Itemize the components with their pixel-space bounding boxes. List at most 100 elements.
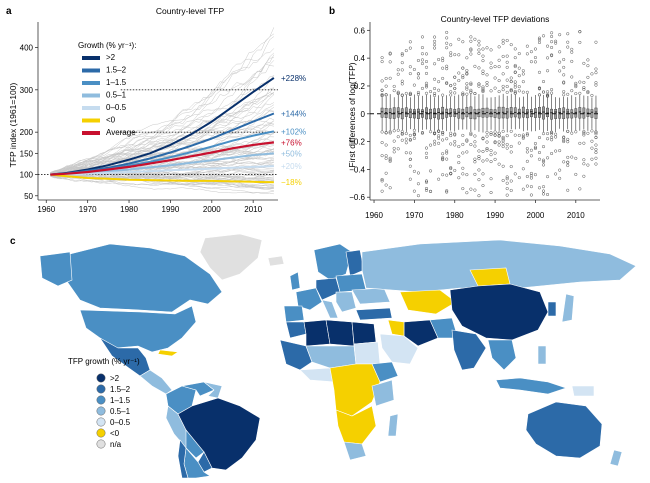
outlier-point bbox=[562, 81, 566, 85]
map-legend-label: 0.5–1 bbox=[110, 407, 131, 416]
outlier-point bbox=[473, 160, 477, 164]
outlier-point bbox=[497, 143, 501, 147]
outlier-point bbox=[586, 75, 590, 79]
country-central-america bbox=[139, 369, 173, 395]
box-iqr bbox=[396, 107, 400, 118]
outlier-point bbox=[473, 188, 477, 192]
outlier-point bbox=[445, 36, 449, 40]
outlier-point bbox=[424, 146, 429, 150]
outlier-point bbox=[489, 89, 493, 93]
legend-a-label: Average bbox=[106, 128, 136, 137]
outlier-point bbox=[489, 131, 493, 135]
outlier-point bbox=[420, 46, 425, 50]
outlier-point bbox=[537, 86, 542, 90]
box-iqr bbox=[574, 108, 578, 118]
outlier-point bbox=[441, 93, 445, 97]
legend-a-swatch bbox=[82, 118, 100, 123]
country-japan bbox=[561, 293, 575, 323]
outlier-point bbox=[541, 158, 546, 162]
country-line bbox=[50, 173, 274, 179]
outlier-point bbox=[525, 147, 529, 151]
outlier-point bbox=[473, 172, 477, 176]
series-line-0 bbox=[50, 77, 275, 176]
outlier-point bbox=[400, 138, 404, 142]
outlier-point bbox=[380, 88, 384, 92]
country-west-africa bbox=[279, 339, 313, 371]
outlier-point bbox=[424, 71, 429, 75]
outlier-point bbox=[533, 47, 537, 51]
outlier-point bbox=[453, 133, 457, 137]
outlier-point bbox=[441, 76, 445, 80]
chart-b-y-tick-label: −0.2 bbox=[349, 138, 365, 147]
outlier-point bbox=[505, 193, 509, 197]
outlier-point bbox=[586, 91, 590, 95]
outlier-point bbox=[590, 139, 594, 143]
outlier-point bbox=[533, 141, 537, 146]
outlier-point bbox=[529, 154, 533, 158]
outlier-point bbox=[441, 158, 445, 162]
outlier-point bbox=[521, 187, 525, 191]
outlier-point bbox=[477, 154, 481, 159]
series-line-4 bbox=[50, 165, 274, 176]
map-legend-label: n/a bbox=[110, 440, 122, 449]
legend-a-title: Growth (% yr⁻¹): bbox=[78, 41, 136, 50]
outlier-point bbox=[465, 92, 469, 96]
outlier-point bbox=[590, 93, 594, 98]
outlier-point bbox=[433, 77, 437, 81]
outlier-point bbox=[525, 52, 529, 56]
outlier-point bbox=[433, 43, 437, 47]
outlier-point bbox=[437, 136, 441, 140]
outlier-point bbox=[453, 82, 457, 86]
outlier-point bbox=[404, 151, 408, 155]
outlier-point bbox=[545, 44, 550, 48]
outlier-point bbox=[594, 130, 598, 134]
series-line-6 bbox=[50, 141, 275, 176]
box-iqr bbox=[493, 109, 497, 118]
outlier-point bbox=[541, 145, 546, 149]
outlier-point bbox=[513, 80, 517, 84]
chart-a-x-tick-label: 1970 bbox=[79, 205, 97, 214]
outlier-point bbox=[465, 173, 469, 177]
outlier-point bbox=[558, 50, 562, 54]
outlier-point bbox=[578, 187, 582, 191]
outlier-point bbox=[408, 151, 412, 155]
outlier-point bbox=[441, 56, 445, 60]
outlier-point bbox=[509, 43, 513, 47]
outlier-point bbox=[481, 90, 485, 94]
outlier-point bbox=[457, 53, 461, 57]
outlier-point bbox=[493, 76, 497, 80]
outlier-point bbox=[485, 83, 489, 87]
outlier-point bbox=[525, 159, 529, 163]
chart-b-x-tick-label: 1970 bbox=[405, 211, 423, 220]
outlier-point bbox=[509, 179, 513, 183]
outlier-point bbox=[489, 66, 493, 70]
outlier-point bbox=[428, 130, 433, 134]
country-madagascar bbox=[387, 413, 399, 437]
tfp-boxplot-chart: b Country-level TFP deviations First dif… bbox=[329, 6, 600, 220]
outlier-point bbox=[489, 190, 493, 195]
country-algeria bbox=[303, 319, 331, 347]
outlier-point bbox=[445, 81, 449, 85]
outlier-point bbox=[501, 41, 505, 45]
outlier-point bbox=[404, 141, 408, 145]
outlier-point bbox=[566, 140, 570, 144]
outlier-point bbox=[408, 177, 412, 181]
outlier-point bbox=[545, 90, 550, 94]
outlier-point bbox=[392, 150, 396, 154]
outlier-point bbox=[461, 66, 465, 70]
outlier-point bbox=[400, 52, 404, 56]
outlier-point bbox=[461, 166, 465, 170]
outlier-point bbox=[380, 56, 384, 60]
outlier-point bbox=[428, 90, 433, 94]
outlier-point bbox=[453, 75, 457, 79]
chart-a-y-tick-label: 200 bbox=[20, 128, 34, 137]
outlier-point bbox=[453, 53, 457, 57]
outlier-point bbox=[457, 78, 461, 83]
outlier-point bbox=[521, 133, 525, 137]
outlier-point bbox=[412, 189, 416, 193]
chart-b-axes: 1960 1970 1980 1990 2000 2010 −0.6 −0.4 −0.2 0 0.2… bbox=[349, 22, 600, 220]
outlier-point bbox=[400, 132, 404, 136]
outlier-point bbox=[497, 140, 501, 144]
outlier-point bbox=[529, 193, 533, 197]
outlier-point bbox=[445, 173, 449, 177]
